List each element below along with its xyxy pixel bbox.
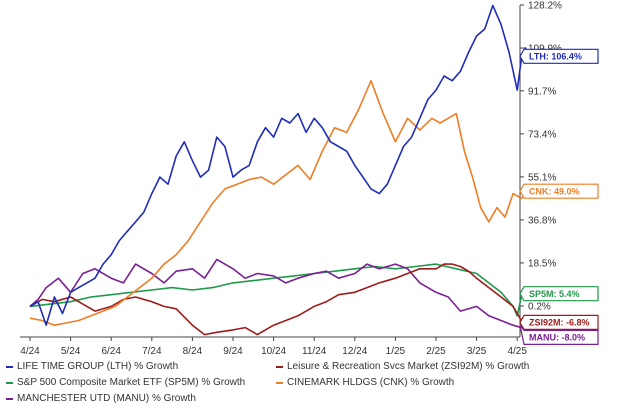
legend-swatch-zsi92m: [276, 365, 283, 368]
x-tick-label: 11/24: [302, 346, 327, 357]
legend-label-lth: LIFE TIME GROUP (LTH) % Growth: [17, 361, 179, 372]
legend-item-sp5m: S&P 500 Composite Market ETF (SP5M) % Gr…: [6, 377, 245, 388]
legend-swatch-lth: [6, 365, 13, 368]
legend-swatch-cnk: [276, 381, 283, 384]
legend-label-cnk: CINEMARK HLDGS (CNK) % Growth: [287, 377, 455, 388]
value-flag-label-0: LTH: 106.4%: [529, 52, 582, 62]
value-flag-label-1: ZSI92M: -6.8%: [529, 318, 590, 328]
value-flag-label-3: CNK: 49.0%: [529, 187, 580, 197]
value-flag-box-0: [519, 48, 599, 64]
x-tick-label: 3/25: [467, 346, 487, 357]
x-tick-label: 2/25: [426, 346, 446, 357]
x-tick-label: 7/24: [142, 346, 162, 357]
x-tick-label: 12/24: [342, 346, 367, 357]
y-tick-label: 128.2%: [528, 1, 562, 12]
legend-item-zsi92m: Leisure & Recreation Svcs Market (ZSI92M…: [276, 361, 529, 372]
legend-item-cnk: CINEMARK HLDGS (CNK) % Growth: [276, 377, 454, 388]
chart-plot-area: [29, 4, 531, 336]
value-flag-box-2: [519, 286, 599, 302]
y-tick-label: 91.7%: [528, 86, 556, 97]
value-flag-label-4: MANU: -8.0%: [529, 333, 585, 343]
chart-value-flags: LTH: 106.4% ZSI92M: -6.8% SP5M: 5.4% CNK: 4…: [519, 48, 599, 345]
value-flag-box-3: [519, 183, 599, 199]
y-tick-label: 0.2%: [528, 301, 551, 312]
y-tick-label: 55.1%: [528, 172, 556, 183]
legend-label-sp5m: S&P 500 Composite Market ETF (SP5M) % Gr…: [17, 377, 246, 388]
legend-label-zsi92m: Leisure & Recreation Svcs Market (ZSI92M…: [287, 361, 530, 372]
y-tick-label: 73.4%: [528, 129, 556, 140]
chart-axes: 4/24 5/24 6/24 7/24 8/24 9/24 10/24 11/24 12/24 1…: [20, 1, 562, 357]
value-flag-label-2: SP5M: 5.4%: [529, 289, 580, 299]
legend-label-manu: MANCHESTER UTD (MANU) % Growth: [17, 393, 196, 404]
y-tick-label: 36.8%: [528, 215, 556, 226]
legend-item-lth: LIFE TIME GROUP (LTH) % Growth: [6, 361, 178, 372]
x-tick-label: 4/24: [20, 346, 40, 357]
x-tick-label: 10/24: [261, 346, 286, 357]
series-line-1: [29, 263, 530, 336]
x-tick-label: 8/24: [183, 346, 203, 357]
x-tick-label: 4/25: [507, 346, 527, 357]
legend-swatch-manu: [6, 397, 13, 400]
x-tick-label: 5/24: [61, 346, 81, 357]
series-line-0: [29, 4, 531, 327]
y-tick-label: 18.5%: [528, 258, 556, 269]
x-tick-label: 9/24: [223, 346, 243, 357]
chart-legend: LIFE TIME GROUP (LTH) % Growth Leisure &…: [0, 357, 620, 408]
value-flag-box-1: [519, 314, 599, 330]
x-tick-label: 1/25: [386, 346, 406, 357]
series-line-4: [29, 258, 530, 329]
series-line-3: [29, 79, 530, 327]
x-tick-label: 6/24: [101, 346, 121, 357]
legend-item-manu: MANCHESTER UTD (MANU) % Growth: [6, 393, 196, 404]
legend-swatch-sp5m: [6, 381, 13, 384]
value-flag-box-4: [519, 324, 599, 345]
